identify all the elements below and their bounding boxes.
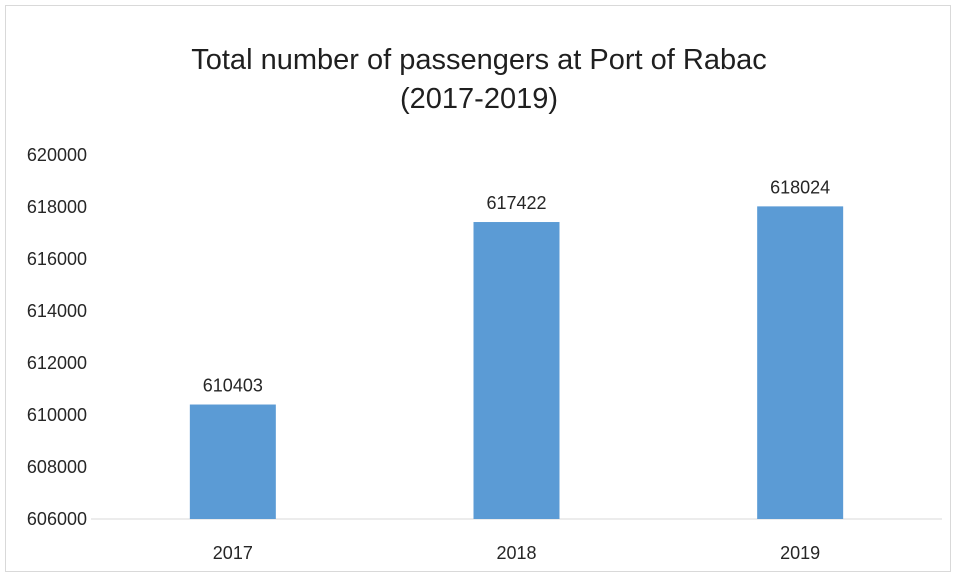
x-tick-label-2018: 2018	[496, 543, 536, 563]
data-label-2019: 618024	[770, 177, 830, 197]
bar-2017	[189, 404, 276, 519]
y-tick-label: 608000	[27, 457, 87, 477]
x-axis-ticks: 2017 2018 2019	[213, 543, 820, 563]
bar-2019	[757, 206, 844, 519]
chart-title-line-1: Total number of passengers at Port of Ra…	[191, 44, 766, 76]
x-tick-label-2017: 2017	[213, 543, 253, 563]
chart-title-line-2: (2017-2019)	[400, 83, 558, 115]
y-tick-label: 612000	[27, 353, 87, 373]
y-tick-label: 616000	[27, 249, 87, 269]
data-label-2017: 610403	[203, 376, 263, 396]
x-tick-label-2019: 2019	[780, 543, 820, 563]
y-tick-label: 610000	[27, 405, 87, 425]
y-tick-label: 614000	[27, 301, 87, 321]
bars-group: 610403 617422 618024	[189, 177, 844, 519]
data-label-2018: 617422	[486, 193, 546, 213]
y-tick-label: 618000	[27, 197, 87, 217]
bar-2018	[473, 222, 560, 519]
y-tick-label: 606000	[27, 509, 87, 529]
y-axis-ticks: 606000 608000 610000 612000 614000 616000 6180…	[27, 145, 87, 529]
y-tick-label: 620000	[27, 145, 87, 165]
